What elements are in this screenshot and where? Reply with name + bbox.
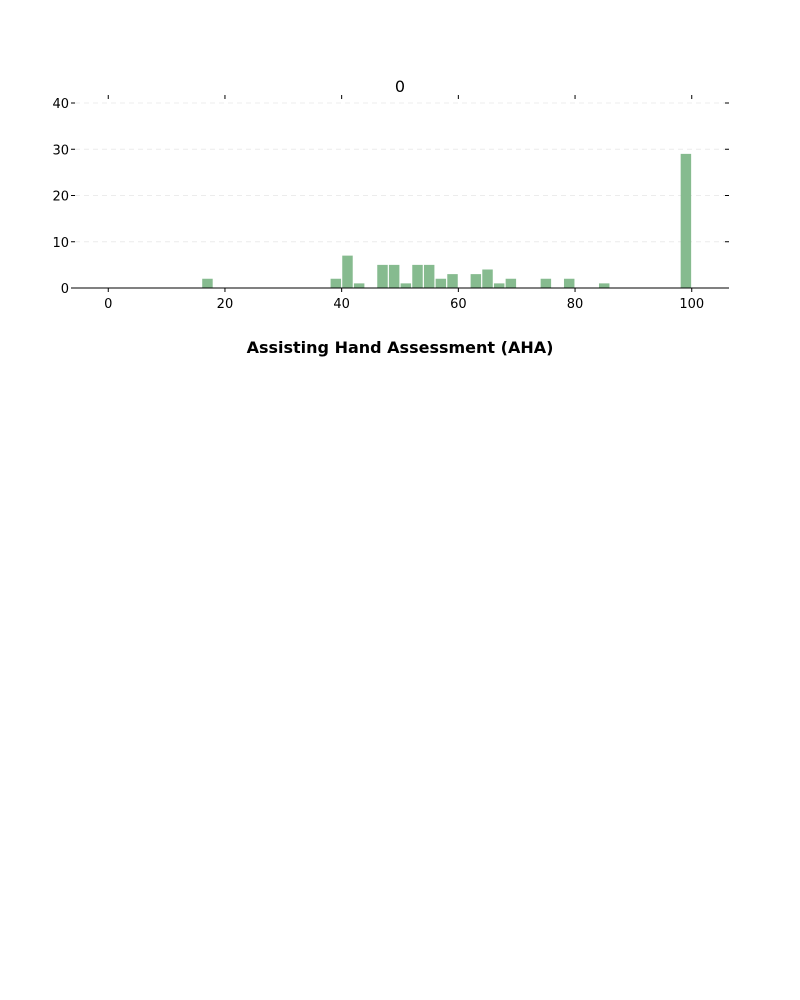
x-tick-label: 100	[679, 297, 704, 312]
grid-lines	[75, 102, 725, 243]
y-tick-label: 0	[61, 282, 69, 297]
x-tick-label: 20	[217, 297, 234, 312]
x-tick-label: 0	[104, 297, 112, 312]
histogram-bar	[680, 153, 692, 288]
histogram-bar	[598, 283, 610, 288]
bars	[202, 153, 692, 288]
histogram-bar	[400, 283, 412, 288]
histogram-bar	[330, 278, 342, 288]
histogram-bar	[493, 283, 505, 288]
y-tick-label: 20	[52, 190, 69, 205]
histogram-bar	[470, 274, 482, 288]
histogram-bar	[377, 264, 388, 288]
histogram-bar	[505, 278, 517, 288]
histogram-bar	[540, 278, 552, 288]
histogram-bar	[423, 264, 435, 288]
y-tick-label: 30	[52, 143, 69, 158]
histogram-bar	[342, 255, 353, 288]
y-tick-label: 40	[52, 97, 69, 112]
histogram-bar	[353, 283, 365, 288]
x-axis-label: Assisting Hand Assessment (AHA)	[247, 338, 554, 357]
histogram-bar	[412, 264, 423, 288]
histogram-bar	[202, 278, 213, 288]
histogram-bar	[482, 269, 493, 288]
histogram-bar	[435, 278, 447, 288]
histogram-bar	[388, 264, 400, 288]
x-tick-label: 60	[450, 297, 467, 312]
x-tick-label: 80	[567, 297, 584, 312]
chart-title: 0	[395, 77, 405, 96]
y-tick-label: 10	[52, 236, 69, 251]
histogram-bar	[447, 274, 458, 288]
x-tick-label: 40	[333, 297, 350, 312]
axes: 0 20 40 60 80 100 0 10 20 30 40	[52, 95, 729, 312]
histogram-bar	[563, 278, 575, 288]
